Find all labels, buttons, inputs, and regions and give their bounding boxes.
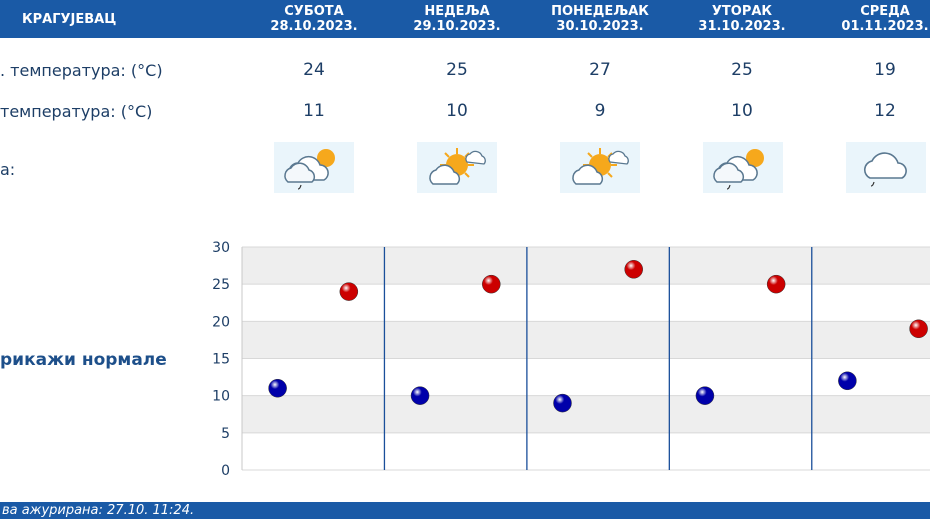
city-name: КРАГУЈЕВАЦ <box>22 12 117 27</box>
day-column-4: УТОРАК 31.10.2023. <box>677 4 807 34</box>
min-temp-point <box>695 386 715 405</box>
day-date: 29.10.2023. <box>413 19 501 34</box>
sun-cloud-icon <box>560 142 640 193</box>
min-temp-value: 10 <box>731 101 753 121</box>
y-tick-label: 15 <box>212 352 230 368</box>
min-temp-value: 12 <box>874 101 896 121</box>
grid-band <box>242 321 930 359</box>
max-temp-value: 25 <box>446 60 468 80</box>
day-column-3: ПОНЕДЕЉАК 30.10.2023. <box>535 4 665 34</box>
max-temp-point <box>766 274 786 294</box>
cloud-rain-icon <box>846 142 926 193</box>
day-name: УТОРАК <box>711 4 773 19</box>
day-column-5: СРЕДА 01.11.2023. <box>820 4 930 34</box>
min-temp-point <box>268 378 287 398</box>
min-temp-point <box>410 386 430 405</box>
min-temp-point <box>553 393 572 413</box>
temperature-chart: 0 5 10 15 20 25 30 <box>212 240 930 479</box>
day-date: 28.10.2023. <box>270 19 358 34</box>
forecast-header: КРАГУЈЕВАЦ СУБОТА 28.10.2023. НЕДЕЉА 29.… <box>0 0 930 38</box>
day-name: ПОНЕДЕЉАК <box>551 4 649 19</box>
sun-cloud-icon <box>417 142 497 193</box>
max-temp-value: 24 <box>303 60 325 80</box>
weather-label: а: <box>0 160 16 179</box>
day-column-1: СУБОТА 28.10.2023. <box>249 4 379 34</box>
grid-band <box>242 432 930 470</box>
max-temp-point <box>482 274 501 294</box>
y-tick-label: 5 <box>221 426 230 442</box>
min-temp-point <box>838 371 857 391</box>
grid-band <box>242 395 930 433</box>
last-updated-text: ва ажурирана: 27.10. 11:24. <box>2 503 195 518</box>
update-footer: ва ажурирана: 27.10. 11:24. <box>0 502 930 519</box>
min-temp-value: 10 <box>446 101 468 121</box>
day-date: 01.11.2023. <box>841 19 929 34</box>
y-tick-label: 25 <box>212 277 230 293</box>
max-temp-point <box>339 282 359 301</box>
day-column-2: НЕДЕЉА 29.10.2023. <box>392 4 522 34</box>
y-tick-label: 30 <box>212 240 230 256</box>
day-date: 31.10.2023. <box>698 19 786 34</box>
y-tick-label: 0 <box>221 463 230 479</box>
y-tick-label: 20 <box>212 314 230 330</box>
max-temp-value: 25 <box>731 60 753 80</box>
grid-band <box>242 358 930 396</box>
max-temp-value: 19 <box>874 60 896 80</box>
day-date: 30.10.2023. <box>556 19 644 34</box>
partly-cloudy-rain-icon <box>703 142 783 193</box>
max-temp-point <box>909 319 928 339</box>
max-temp-value: 27 <box>589 60 611 80</box>
max-temp-label: . температура: (°C) <box>0 61 163 80</box>
min-temp-value: 9 <box>594 101 606 121</box>
min-temp-label: температура: (°C) <box>0 102 153 121</box>
max-temp-point <box>624 260 643 279</box>
show-normals-link[interactable]: рикажи нормале <box>0 350 167 370</box>
day-name: НЕДЕЉА <box>424 4 490 19</box>
day-name: СРЕДА <box>860 4 910 19</box>
partly-cloudy-rain-icon <box>274 142 354 193</box>
y-tick-label: 10 <box>212 389 230 405</box>
grid-band <box>242 247 930 285</box>
day-name: СУБОТА <box>284 4 344 19</box>
min-temp-value: 11 <box>303 101 325 121</box>
